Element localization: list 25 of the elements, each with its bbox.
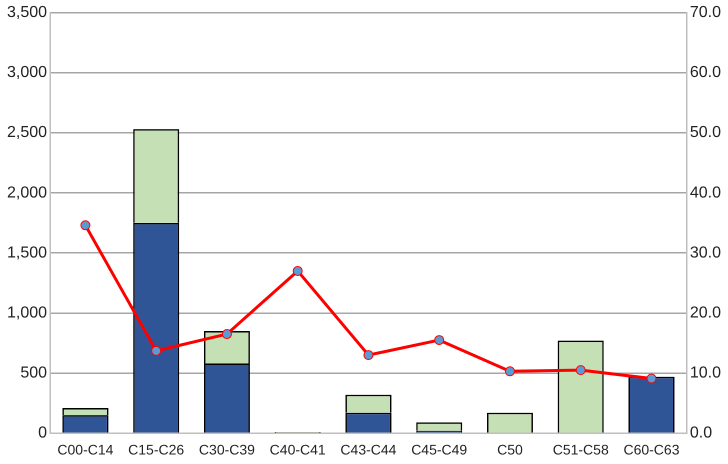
- x-tick-label: C45-C49: [411, 441, 468, 458]
- x-tick-label: C43-C44: [340, 441, 397, 458]
- y2-tick-label: 0.0: [690, 424, 712, 442]
- x-tick-label: C60-C63: [623, 441, 680, 458]
- y2-tick-label: 40.0: [690, 184, 722, 202]
- x-tick-label: C15-C26: [128, 441, 184, 458]
- x-tick-label: C00-C14: [57, 441, 114, 458]
- y2-tick-label: 30.0: [690, 244, 722, 262]
- y-tick-label: 2,000: [6, 184, 48, 202]
- y-tick-label: 3,000: [6, 64, 48, 82]
- x-tick-label: C30-C39: [198, 441, 256, 458]
- y2-tick-label: 20.0: [690, 304, 722, 322]
- y2-tick-label: 60.0: [690, 64, 722, 82]
- y2-tick-label: 70.0: [690, 4, 722, 22]
- x-tick-label: C40-C41: [270, 441, 326, 458]
- y2-tick-label: 50.0: [690, 124, 722, 142]
- y-tick-label: 3,500: [6, 4, 48, 22]
- x-tick-label: C51-C58: [552, 441, 609, 458]
- y2-tick-label: 10.0: [690, 364, 722, 382]
- y-tick-label: 2,500: [6, 124, 48, 142]
- y-tick-label: 1,000: [6, 304, 48, 322]
- y-tick-label: 500: [20, 364, 48, 382]
- y-tick-label: 0: [38, 424, 48, 442]
- x-tick-label: C50: [497, 441, 524, 458]
- y-tick-label: 1,500: [6, 244, 48, 262]
